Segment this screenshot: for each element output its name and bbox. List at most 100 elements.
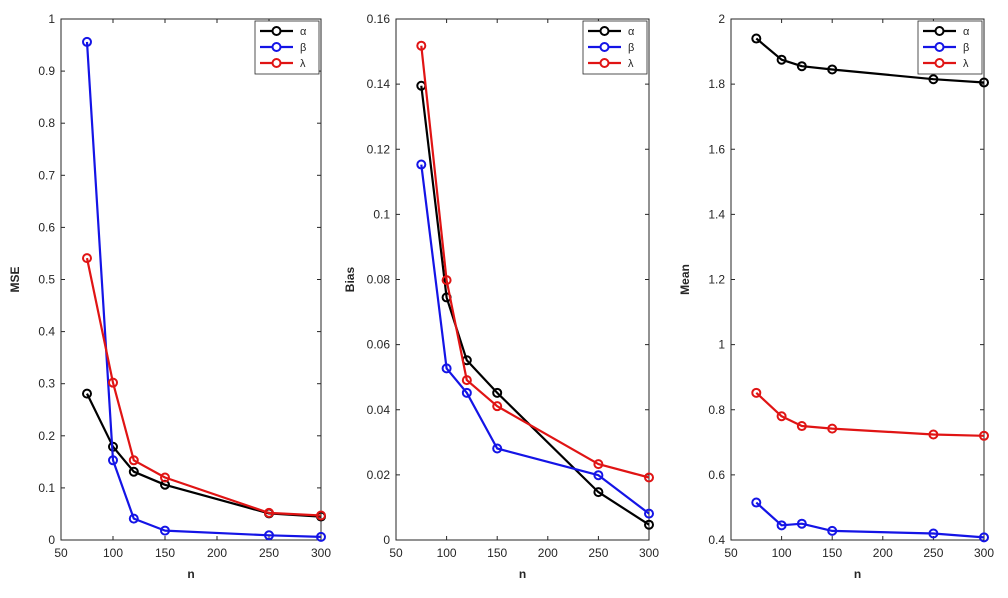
legend-marker-beta — [934, 42, 945, 52]
legend-marker-beta — [599, 42, 610, 52]
data-point-lambda — [264, 507, 274, 518]
y-tick-label: 0.2 — [38, 429, 55, 443]
data-point-lambda — [441, 275, 452, 286]
y-axis-title: Mean — [678, 264, 692, 295]
legend-marker-lambda — [934, 58, 945, 68]
data-point-beta — [827, 525, 838, 536]
x-tick-label: 50 — [724, 546, 738, 560]
data-point-alpha — [979, 77, 989, 88]
data-point-alpha — [644, 519, 654, 530]
y-tick-label: 0.6 — [38, 220, 55, 234]
data-point-lambda — [751, 387, 762, 398]
data-point-lambda — [593, 459, 604, 470]
legend-marker-alpha — [599, 26, 610, 36]
y-tick-label: 1 — [48, 12, 55, 26]
y-tick-label: 0.3 — [38, 377, 55, 391]
x-tick-label: 300 — [974, 546, 994, 560]
legend-marker-alpha — [934, 26, 945, 36]
series-line-lambda — [755, 391, 985, 437]
y-tick-label: 0.04 — [367, 403, 391, 417]
data-point-lambda — [128, 455, 139, 466]
data-point-alpha — [776, 54, 787, 65]
data-point-lambda — [82, 253, 92, 264]
data-point-beta — [751, 497, 762, 508]
y-tick-label: 1.2 — [708, 273, 725, 287]
data-point-beta — [796, 518, 807, 529]
series-line-lambda — [420, 45, 650, 479]
x-tick-label: 100 — [772, 546, 792, 560]
legend-label-alpha: α — [300, 26, 307, 38]
legend-label-alpha: α — [628, 26, 635, 38]
x-axis-title: n — [854, 567, 861, 581]
data-point-beta — [461, 387, 472, 398]
y-tick-label: 0 — [383, 533, 390, 547]
legend-label-lambda: λ — [963, 58, 969, 70]
y-tick-label: 0 — [48, 533, 55, 547]
data-point-alpha — [593, 487, 604, 498]
y-axis-title: Bias — [343, 267, 357, 293]
y-tick-label: 1.6 — [708, 142, 725, 156]
x-tick-label: 250 — [259, 546, 279, 560]
x-tick-label: 150 — [155, 546, 175, 560]
y-tick-label: 0.8 — [38, 116, 55, 130]
x-tick-label: 300 — [639, 546, 659, 560]
y-tick-label: 0.02 — [367, 468, 391, 482]
data-point-lambda — [644, 472, 654, 483]
data-point-lambda — [316, 510, 326, 521]
data-point-beta — [441, 363, 452, 374]
data-point-alpha — [751, 33, 762, 44]
x-tick-label: 200 — [873, 546, 893, 560]
data-point-lambda — [160, 472, 170, 483]
legend-label-lambda: λ — [628, 58, 634, 70]
data-point-lambda — [108, 377, 118, 388]
y-tick-label: 2 — [718, 12, 725, 26]
series-line-lambda — [85, 257, 322, 517]
data-point-alpha — [827, 64, 838, 75]
y-tick-label: 0.16 — [367, 12, 391, 26]
series-line-beta — [420, 164, 650, 515]
data-point-alpha — [928, 74, 939, 85]
legend: αβλ — [917, 20, 983, 75]
x-tick-label: 150 — [822, 546, 842, 560]
y-tick-label: 0.08 — [367, 273, 391, 287]
legend: αβλ — [254, 20, 320, 75]
data-point-alpha — [82, 388, 92, 399]
data-point-alpha — [796, 61, 807, 72]
chart-panel-2: 0 0.02 0.04 0.06 0.08 0.1 0.12 0.14 0.16 50 100 150… — [343, 12, 659, 581]
x-tick-label: 300 — [311, 546, 331, 560]
x-axis-title: n — [187, 567, 194, 581]
y-tick-label: 0.14 — [367, 77, 391, 91]
series-line-alpha — [755, 37, 985, 84]
data-point-lambda — [492, 401, 503, 412]
y-tick-label: 0.5 — [38, 273, 55, 287]
series-line-alpha — [420, 85, 650, 526]
legend-label-beta: β — [628, 42, 634, 54]
y-tick-label: 0.9 — [38, 64, 55, 78]
legend-label-beta: β — [963, 42, 969, 54]
data-point-lambda — [461, 375, 472, 386]
data-point-lambda — [979, 430, 989, 441]
y-axis-title: MSE — [8, 266, 22, 292]
data-point-beta — [108, 455, 118, 466]
data-point-beta — [492, 443, 503, 454]
legend-label-alpha: α — [963, 26, 970, 38]
x-tick-label: 250 — [923, 546, 943, 560]
x-tick-label: 50 — [389, 546, 403, 560]
data-point-alpha — [492, 387, 503, 398]
x-tick-label: 200 — [207, 546, 227, 560]
legend-marker-lambda — [271, 58, 282, 68]
y-tick-label: 1 — [718, 338, 725, 352]
data-point-lambda — [796, 421, 807, 432]
plot-area — [730, 18, 985, 541]
y-tick-label: 1.8 — [708, 77, 725, 91]
data-point-beta — [928, 528, 939, 539]
y-tick-label: 0.7 — [38, 168, 55, 182]
legend-marker-beta — [271, 42, 282, 52]
y-tick-label: 0.4 — [708, 533, 725, 547]
y-tick-label: 0.6 — [708, 468, 725, 482]
data-point-beta — [82, 36, 92, 47]
x-tick-label: 150 — [487, 546, 507, 560]
